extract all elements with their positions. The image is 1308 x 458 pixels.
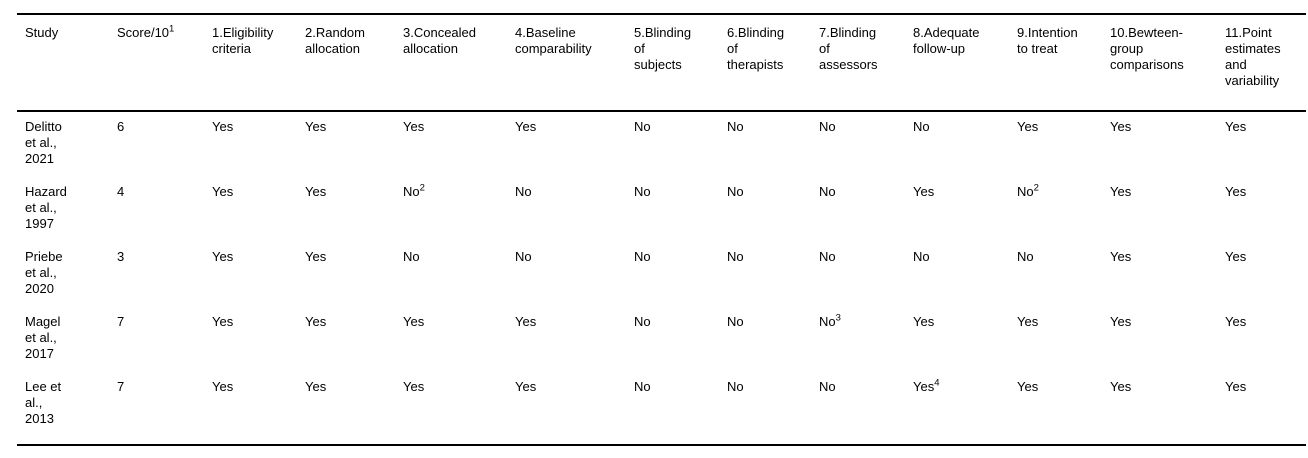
column-header: 4.Baseline comparability [507, 14, 626, 112]
footnote-superscript: 2 [419, 184, 425, 194]
study-cell: Delitto et al., 2021 [25, 119, 62, 166]
value-cell: No [727, 379, 744, 394]
table-row: Magel et al., 2017 7 Yes Yes Yes Yes No No No3 Ye… [17, 314, 1306, 379]
value-cell: Yes [305, 249, 327, 264]
value-cell: Yes [1017, 379, 1039, 394]
column-header: 6.Blinding of therapists [719, 14, 811, 112]
column-header: 9.Intention to treat [1009, 14, 1102, 112]
value-cell: No [515, 249, 532, 264]
value-cell: 6 [117, 119, 125, 134]
value-cell: No [515, 184, 532, 199]
value-cell: Yes [1017, 119, 1039, 134]
study-cell: Hazard et al., 1997 [25, 184, 67, 231]
value-cell: Yes [212, 184, 234, 199]
column-header: 10.Bewteen- group comparisons [1102, 14, 1217, 112]
value-cell: 4 [117, 184, 125, 199]
value-cell: Yes [212, 249, 234, 264]
value-cell: No [913, 249, 930, 264]
column-header: 1.Eligibility criteria [204, 14, 297, 112]
column-header: 8.Adequate follow-up [905, 14, 1009, 112]
column-header: 2.Random allocation [297, 14, 395, 112]
value-cell: 3 [117, 249, 125, 264]
value-cell: Yes [1225, 379, 1247, 394]
value-cell: No [634, 249, 651, 264]
value-cell: Yes [403, 379, 425, 394]
column-header: Study [17, 14, 109, 112]
value-cell: Yes [1225, 184, 1247, 199]
table-header-row: Study Score/101 1.Eligibility criteria 2.Ra… [17, 14, 1306, 112]
value-cell: Yes [1110, 314, 1132, 329]
value-cell: No2 [1017, 184, 1039, 199]
column-header: 7.Blinding of assessors [811, 14, 905, 112]
value-cell: Yes [403, 119, 425, 134]
value-cell: No [727, 119, 744, 134]
value-cell: Yes [305, 119, 327, 134]
value-cell: 7 [117, 314, 125, 329]
study-cell: Magel et al., 2017 [25, 314, 61, 361]
table-head: Study Score/101 1.Eligibility criteria 2.Ra… [17, 14, 1306, 112]
value-cell: No [819, 379, 836, 394]
value-cell: Yes [1110, 184, 1132, 199]
value-cell: Yes [515, 314, 537, 329]
footnote-superscript: 1 [169, 23, 175, 35]
pedro-scale-table: Study Score/101 1.Eligibility criteria 2.Ra… [17, 13, 1306, 446]
column-header: 3.Concealed allocation [395, 14, 507, 112]
study-cell: Lee et al., 2013 [25, 379, 62, 426]
column-header: 5.Blinding of subjects [626, 14, 719, 112]
table-row: Hazard et al., 1997 4 Yes Yes No2 No No No No Yes… [17, 184, 1306, 249]
value-cell: Yes [913, 184, 935, 199]
value-cell: No [634, 119, 651, 134]
footnote-superscript: 3 [835, 314, 841, 324]
value-cell: Yes [305, 314, 327, 329]
table-row: Lee et al., 2013 7 Yes Yes Yes Yes No No No Yes4 Y… [17, 379, 1306, 445]
table-body: Delitto et al., 2021 6 Yes Yes Yes Yes No No No N… [17, 111, 1306, 445]
value-cell: No [819, 119, 836, 134]
value-cell: Yes [1110, 379, 1132, 394]
value-cell: Yes [1110, 119, 1132, 134]
table-row: Delitto et al., 2021 6 Yes Yes Yes Yes No No No N… [17, 111, 1306, 184]
value-cell: No [727, 249, 744, 264]
value-cell: No3 [819, 314, 841, 329]
value-cell: Yes [1225, 119, 1247, 134]
value-cell: Yes [515, 379, 537, 394]
value-cell: No [819, 249, 836, 264]
value-cell: No [634, 379, 651, 394]
footnote-superscript: 4 [934, 379, 940, 389]
value-cell: Yes [913, 314, 935, 329]
value-cell: 7 [117, 379, 125, 394]
value-cell: Yes [212, 119, 234, 134]
column-header: Score/101 [109, 14, 204, 112]
value-cell: Yes [1225, 314, 1247, 329]
value-cell: Yes [212, 314, 234, 329]
value-cell: No [913, 119, 930, 134]
value-cell: No [1017, 249, 1034, 264]
value-cell: No [727, 184, 744, 199]
value-cell: Yes [212, 379, 234, 394]
footnote-superscript: 2 [1033, 184, 1039, 194]
table-row: Priebe et al., 2020 3 Yes Yes No No No No No No No… [17, 249, 1306, 314]
value-cell: No [819, 184, 836, 199]
value-cell: No2 [403, 184, 425, 199]
value-cell: No [634, 314, 651, 329]
value-cell: Yes [403, 314, 425, 329]
study-cell: Priebe et al., 2020 [25, 249, 63, 296]
value-cell: Yes [1017, 314, 1039, 329]
value-cell: No [727, 314, 744, 329]
value-cell: Yes [1225, 249, 1247, 264]
column-header: 11.Point estimates and variability [1217, 14, 1306, 112]
value-cell: Yes [305, 184, 327, 199]
value-cell: No [634, 184, 651, 199]
value-cell: Yes [515, 119, 537, 134]
value-cell: Yes [305, 379, 327, 394]
value-cell: Yes4 [913, 379, 940, 394]
value-cell: Yes [1110, 249, 1132, 264]
quality-table-container: Study Score/101 1.Eligibility criteria 2.Ra… [17, 13, 1306, 446]
value-cell: No [403, 249, 420, 264]
